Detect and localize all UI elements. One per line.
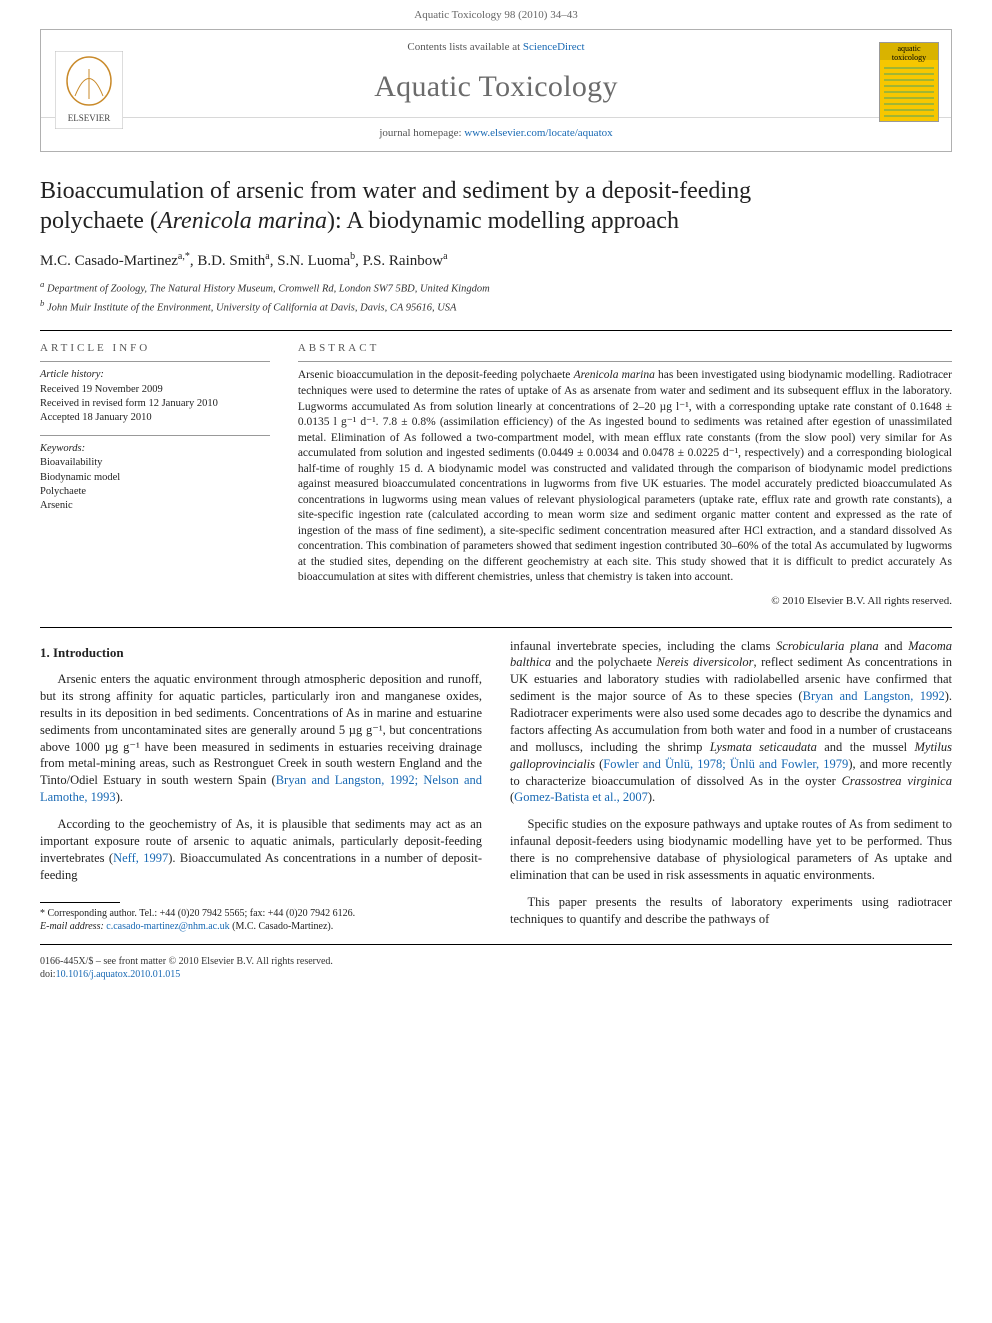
body-text: 1. Introduction Arsenic enters the aquat… [40,638,952,936]
affiliation-b: b John Muir Institute of the Environment… [40,298,952,316]
history-revised: Received in revised form 12 January 2010 [40,397,270,411]
intro-paragraph: infaunal invertebrate species, including… [510,638,952,807]
abstract-block: abstract Arsenic bioaccumulation in the … [298,341,952,609]
citation-link[interactable]: Gomez-Batista et al., 2007 [514,790,648,804]
history-received: Received 19 November 2009 [40,383,270,397]
contents-prefix: Contents lists available at [407,41,522,53]
author: P.S. Rainbowa [363,253,448,269]
intro-paragraph: According to the geochemistry of As, it … [40,816,482,884]
title-line-2-post: ): A biodynamic modelling approach [327,208,679,234]
running-head: Aquatic Toxicology 98 (2010) 34–43 [0,0,992,29]
keyword: Bioavailability [40,456,270,470]
section-heading-intro: 1. Introduction [40,644,482,662]
article-info-block: article info Article history: Received 1… [40,341,270,609]
journal-name: Aquatic Toxicology [41,67,951,108]
corresponding-email-link[interactable]: c.casado-martinez@nhm.ac.uk [106,921,229,932]
svg-text:ELSEVIER: ELSEVIER [68,113,111,123]
divider [40,627,952,628]
author-list: M.C. Casado-Martineza,*, B.D. Smitha, S.… [40,250,952,271]
keyword: Arsenic [40,499,270,513]
contents-line: Contents lists available at ScienceDirec… [41,30,951,61]
citation-link[interactable]: Fowler and Ünlü, 1978; Ünlü and Fowler, … [603,757,848,771]
sciencedirect-link[interactable]: ScienceDirect [523,41,585,53]
history-label: Article history: [40,368,270,382]
intro-paragraph: This paper presents the results of labor… [510,894,952,928]
article-info-heading: article info [40,341,270,356]
keywords-label: Keywords: [40,442,270,456]
corresponding-email-line: E-mail address: c.casado-martinez@nhm.ac… [40,920,482,934]
front-matter-line: 0166-445X/$ – see front matter © 2010 El… [40,955,952,969]
cover-label: aquatic toxicology [880,43,938,63]
corresponding-line: * Corresponding author. Tel.: +44 (0)20 … [40,907,482,921]
author: M.C. Casado-Martineza,* [40,253,190,269]
title-line-2-pre: polychaete ( [40,208,158,234]
abstract-text: Arsenic bioaccumulation in the deposit-f… [298,368,952,585]
history-accepted: Accepted 18 January 2010 [40,411,270,425]
citation-link[interactable]: Bryan and Langston, 1992 [803,689,945,703]
article-title: Bioaccumulation of arsenic from water an… [40,176,952,236]
journal-masthead: ELSEVIER aquatic toxicology Contents lis… [40,29,952,152]
divider [298,361,952,362]
keyword: Polychaete [40,485,270,499]
footer-meta: 0166-445X/$ – see front matter © 2010 El… [0,945,992,1000]
journal-cover-thumbnail: aquatic toxicology [879,42,939,122]
elsevier-logo: ELSEVIER [55,51,123,129]
title-species: Arenicola marina [158,208,327,234]
homepage-prefix: journal homepage: [379,127,464,139]
affiliation-a: a Department of Zoology, The Natural His… [40,279,952,297]
homepage-line: journal homepage: www.elsevier.com/locat… [41,118,951,151]
doi-line: doi:10.1016/j.aquatox.2010.01.015 [40,968,952,982]
journal-homepage-link[interactable]: www.elsevier.com/locate/aquatox [464,127,612,139]
intro-paragraph: Arsenic enters the aquatic environment t… [40,671,482,806]
keyword: Biodynamic model [40,471,270,485]
doi-link[interactable]: 10.1016/j.aquatox.2010.01.015 [56,969,181,980]
divider [40,330,952,331]
corresponding-author-block: * Corresponding author. Tel.: +44 (0)20 … [40,902,482,934]
citation-link[interactable]: Neff, 1997 [113,851,168,865]
author: S.N. Luomab [277,253,355,269]
affiliations: a Department of Zoology, The Natural His… [40,279,952,315]
divider [40,361,270,362]
abstract-copyright: © 2010 Elsevier B.V. All rights reserved… [298,594,952,609]
abstract-heading: abstract [298,341,952,356]
title-line-1: Bioaccumulation of arsenic from water an… [40,178,751,204]
intro-paragraph: Specific studies on the exposure pathway… [510,816,952,884]
author: B.D. Smitha [197,253,269,269]
divider [40,435,270,436]
